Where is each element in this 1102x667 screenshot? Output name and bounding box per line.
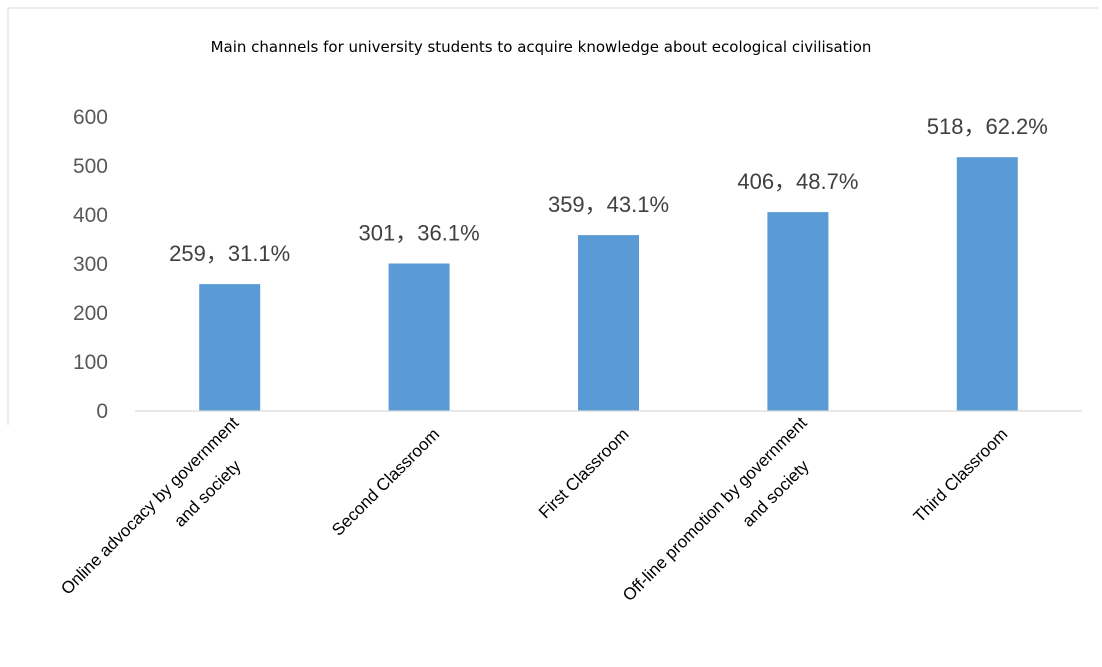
chart-frame bbox=[7, 7, 1098, 425]
y-tick-label: 100 bbox=[73, 351, 108, 374]
x-tick-label-line: Online advocacy by government bbox=[57, 413, 242, 598]
data-label: 359，43.1% bbox=[548, 192, 669, 217]
x-tick-label: First Classroom bbox=[535, 425, 633, 523]
x-tick-label-line: Third Classroom bbox=[910, 425, 1012, 527]
data-label: 301，36.1% bbox=[359, 221, 480, 246]
x-tick-label-line: Second Classroom bbox=[328, 425, 443, 540]
x-tick-label: Third Classroom bbox=[910, 425, 1012, 527]
chart-title: Main channels for university students to… bbox=[211, 38, 872, 56]
bar bbox=[956, 157, 1018, 411]
x-tick-label-line: Off-line promotion by government bbox=[619, 413, 811, 605]
y-tick-label: 500 bbox=[73, 155, 108, 178]
bars bbox=[199, 157, 1018, 411]
y-tick-label: 600 bbox=[73, 106, 108, 129]
y-tick-label: 0 bbox=[96, 400, 108, 423]
x-tick-label-line: First Classroom bbox=[535, 425, 633, 523]
bar bbox=[388, 263, 450, 411]
data-label: 518，62.2% bbox=[927, 114, 1048, 139]
data-label: 406，48.7% bbox=[737, 169, 858, 194]
y-axis-ticks: 0 100 200 300 400 500 600 bbox=[73, 106, 108, 423]
bar bbox=[199, 284, 261, 411]
data-label: 259，31.1% bbox=[169, 241, 290, 266]
bar bbox=[578, 235, 639, 411]
y-tick-label: 300 bbox=[73, 253, 108, 276]
y-tick-label: 200 bbox=[73, 302, 108, 325]
x-tick-label: Second Classroom bbox=[328, 425, 443, 540]
y-tick-label: 400 bbox=[73, 204, 108, 227]
data-labels: 259，31.1% 301，36.1% 359，43.1% 406，48.7% 518，… bbox=[169, 114, 1048, 266]
bar bbox=[767, 212, 829, 411]
